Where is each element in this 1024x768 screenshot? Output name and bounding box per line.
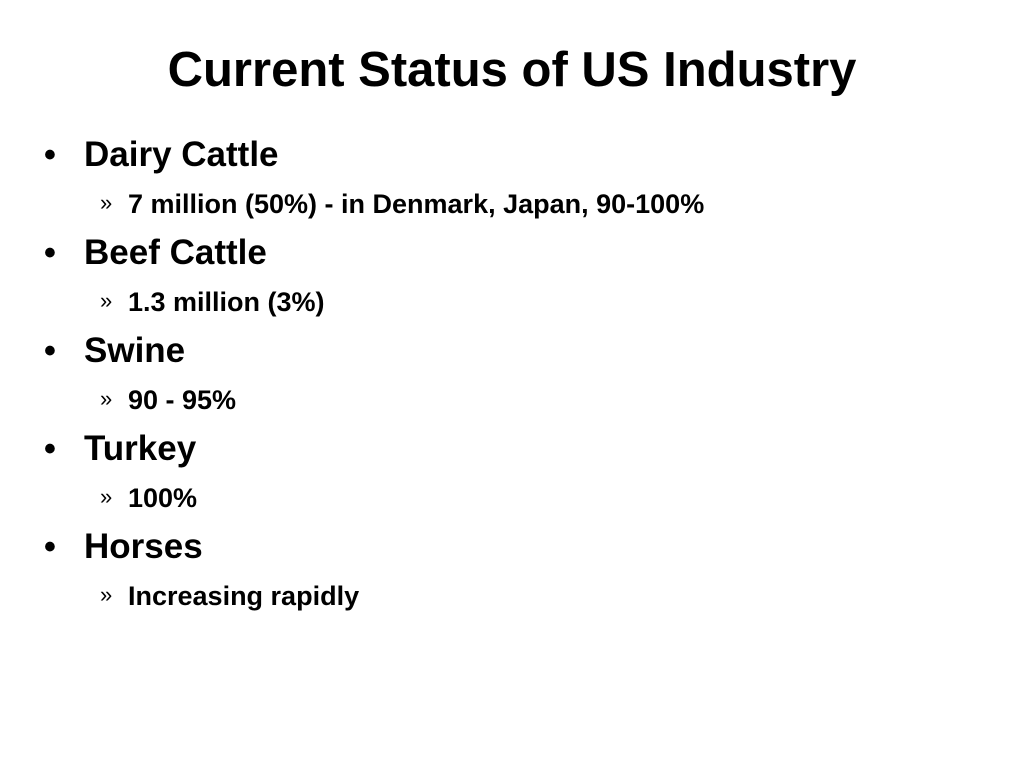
slide-title: Current Status of US Industry (167, 43, 857, 97)
list-item-swine: • Swine » 90 - 95% (44, 328, 984, 426)
bullet-icon: • (44, 430, 56, 468)
bullet-label: Beef Cattle (84, 233, 267, 272)
bullet-label: Horses (84, 527, 203, 566)
sub-bullet-text: 1.3 million (3%) (128, 287, 325, 317)
bullet-row: • Dairy Cattle (44, 132, 984, 178)
list-item-turkey: • Turkey » 100% (44, 426, 984, 524)
bullet-row: • Swine (44, 328, 984, 374)
sub-row: » 7 million (50%) - in Denmark, Japan, 9… (44, 178, 984, 230)
sub-bullet-icon: » (100, 484, 113, 509)
list-item-horses: • Horses » Increasing rapidly (44, 524, 984, 622)
list-item-beef-cattle: • Beef Cattle » 1.3 million (3%) (44, 230, 984, 328)
sub-row: » Increasing rapidly (44, 570, 984, 622)
bullet-icon: • (44, 332, 56, 370)
sub-bullet-text: 7 million (50%) - in Denmark, Japan, 90-… (128, 189, 705, 219)
bullet-icon: • (44, 528, 56, 566)
bullet-icon: • (44, 234, 56, 272)
bullet-label: Dairy Cattle (84, 135, 279, 174)
sub-bullet-icon: » (100, 190, 113, 215)
sub-bullet-text: 100% (128, 483, 198, 513)
sub-row: » 90 - 95% (44, 374, 984, 426)
bullet-list: • Dairy Cattle » 7 million (50%) - in De… (44, 132, 984, 622)
sub-bullet-text: 90 - 95% (128, 385, 237, 415)
bullet-icon: • (44, 136, 56, 174)
list-item-dairy-cattle: • Dairy Cattle » 7 million (50%) - in De… (44, 132, 984, 230)
bullet-row: • Beef Cattle (44, 230, 984, 276)
bullet-row: • Turkey (44, 426, 984, 472)
sub-row: » 100% (44, 472, 984, 524)
bullet-label: Swine (84, 331, 186, 370)
sub-bullet-text: Increasing rapidly (128, 581, 360, 611)
bullet-row: • Horses (44, 524, 984, 570)
sub-bullet-icon: » (100, 288, 113, 313)
sub-bullet-icon: » (100, 386, 113, 411)
bullet-label: Turkey (84, 429, 197, 468)
sub-row: » 1.3 million (3%) (44, 276, 984, 328)
sub-bullet-icon: » (100, 582, 113, 607)
